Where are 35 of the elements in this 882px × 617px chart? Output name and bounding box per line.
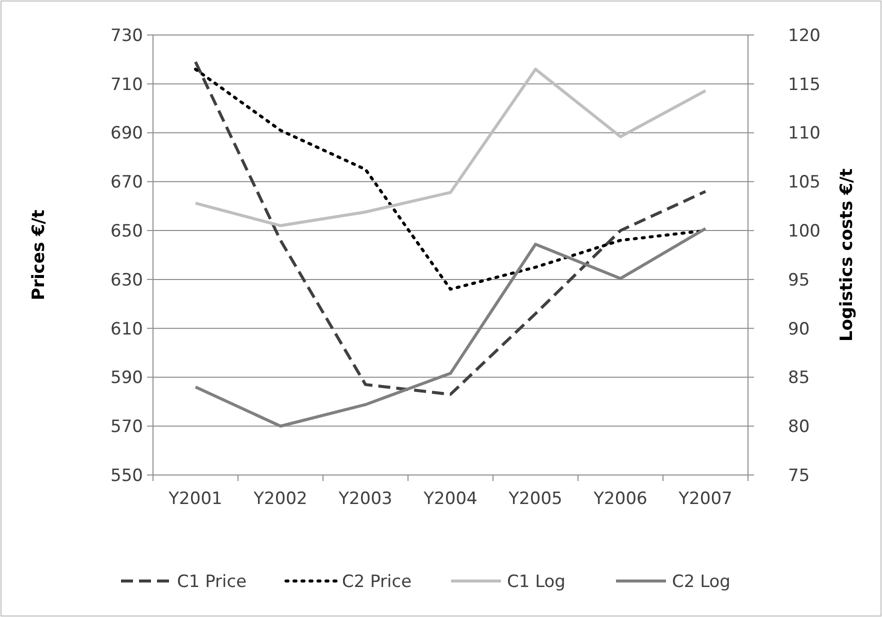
y2-tick-label: 110: [788, 124, 820, 144]
x-tick-label: Y2007: [678, 489, 732, 509]
legend-label: C2 Price: [342, 572, 412, 592]
y-tick-label: 610: [110, 319, 143, 340]
x-tick-label: Y2005: [508, 489, 562, 509]
y2-tick-label: 95: [788, 270, 810, 290]
y2-axis-title: Logistics costs €/t: [837, 168, 857, 342]
y2-tick-label: 100: [788, 222, 820, 242]
x-tick-label: Y2004: [422, 489, 478, 509]
x-tick-label: Y2002: [252, 489, 308, 509]
y2-tick-label: 105: [788, 172, 820, 193]
x-tick-label: Y2003: [338, 489, 392, 509]
y2-tick-label: 120: [788, 26, 820, 46]
y-tick-label: 650: [110, 222, 143, 242]
y2-tick-label: 80: [788, 417, 810, 438]
legend-label: C2 Log: [672, 572, 730, 592]
y2-tick-label: 115: [788, 74, 820, 95]
y-tick-label: 670: [110, 172, 143, 193]
legend-label: C1 Price: [177, 572, 247, 592]
y2-tick-label: 75: [788, 466, 810, 486]
y-tick-label: 590: [110, 368, 143, 388]
x-tick-label: Y2001: [168, 489, 222, 509]
line-series: [194, 68, 707, 228]
y-tick-label: 550: [110, 466, 143, 486]
y-tick-label: 710: [110, 74, 143, 95]
y2-tick-label: 90: [788, 319, 810, 340]
y-tick-label: 570: [110, 417, 143, 438]
x-tick-label: Y2006: [592, 489, 648, 509]
legend-label: C1 Log: [507, 572, 566, 592]
line-series: [194, 60, 707, 396]
y-tick-label: 690: [110, 124, 143, 144]
y-tick-label: 630: [110, 270, 143, 290]
y-tick-label: 730: [110, 26, 143, 46]
y-axis-title: Prices €/t: [29, 210, 49, 300]
y2-tick-label: 85: [788, 368, 810, 388]
